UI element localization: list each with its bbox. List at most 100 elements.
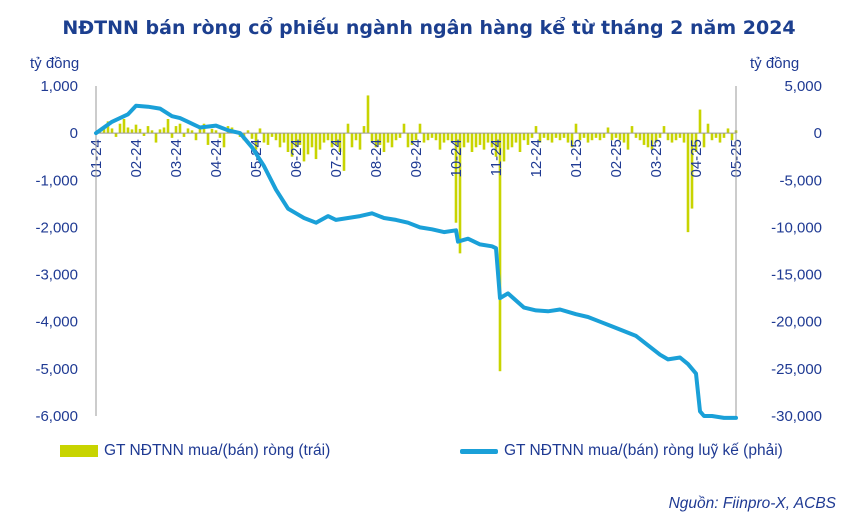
bar	[130, 129, 134, 134]
bar	[166, 119, 170, 134]
bar	[466, 133, 470, 143]
bar	[618, 133, 622, 141]
bar	[446, 133, 450, 141]
right-tick-label: -5,000	[779, 172, 822, 189]
chart-title: NĐTNN bán ròng cổ phiếu ngành ngân hàng …	[62, 17, 796, 39]
bar	[658, 133, 662, 138]
bar	[506, 133, 510, 150]
bar	[430, 133, 434, 138]
bar	[278, 133, 282, 148]
bar	[174, 126, 178, 134]
bar	[486, 133, 490, 143]
bar	[178, 123, 182, 134]
bar	[710, 133, 714, 141]
left-tick-label: 0	[70, 125, 78, 142]
bar	[258, 128, 262, 134]
source-note: Nguồn: Fiinpro-X, ACBS	[668, 495, 836, 512]
bar	[566, 133, 570, 143]
x-tick-label: 11-24	[488, 139, 505, 176]
bar	[462, 133, 466, 148]
x-tick-label: 03-25	[648, 139, 665, 177]
bar	[678, 133, 682, 138]
bar	[594, 133, 598, 138]
legend-item-line: GT NĐTNN mua/(bán) ròng luỹ kế (phải)	[460, 442, 783, 460]
bar	[646, 133, 650, 148]
bar	[150, 130, 154, 134]
bar	[534, 126, 538, 134]
bar	[546, 133, 550, 141]
bar	[426, 133, 430, 141]
bar	[598, 133, 602, 141]
bar	[474, 133, 478, 148]
x-tick-label: 01-25	[568, 139, 585, 177]
bar	[502, 133, 506, 162]
bar	[330, 133, 334, 148]
bar	[218, 133, 222, 138]
right-tick-label: -20,000	[771, 314, 822, 331]
bar	[262, 133, 266, 143]
bar	[170, 133, 174, 138]
right-tick-label: 5,000	[784, 78, 822, 95]
bar	[122, 119, 126, 134]
bar	[406, 133, 410, 148]
bar	[694, 133, 698, 152]
x-tick-label: 12-24	[528, 139, 545, 177]
bar	[674, 133, 678, 141]
bar	[582, 133, 586, 138]
bar	[726, 128, 730, 134]
bar	[358, 133, 362, 150]
bar	[334, 133, 338, 145]
bar	[670, 133, 674, 143]
bar	[134, 124, 138, 134]
left-tick-label: -1,000	[35, 172, 78, 189]
bar	[722, 133, 726, 138]
bar	[310, 133, 314, 148]
bar	[470, 133, 474, 152]
bar	[538, 133, 542, 143]
x-tick-label: 02-24	[128, 139, 145, 177]
bar	[110, 128, 114, 134]
bar	[542, 133, 546, 138]
bar	[182, 133, 186, 137]
bar	[186, 128, 190, 134]
bar	[706, 123, 710, 134]
cumulative-line	[94, 103, 738, 420]
bar	[378, 133, 382, 145]
bar	[666, 133, 670, 141]
x-tick-label: 08-24	[368, 139, 385, 177]
bar	[294, 133, 298, 148]
bar	[198, 127, 202, 134]
x-tick-label: 04-25	[688, 139, 705, 177]
bar	[266, 133, 270, 145]
bar	[602, 133, 606, 138]
right-axis-unit: tỷ đồng	[750, 55, 800, 72]
bar	[438, 133, 442, 150]
bar	[642, 133, 646, 145]
bar	[126, 127, 130, 134]
bar	[586, 133, 590, 143]
bar	[246, 130, 250, 134]
bar	[274, 133, 278, 141]
bar	[154, 133, 158, 143]
x-tick-label: 10-24	[448, 139, 465, 177]
bar	[302, 133, 306, 162]
bar	[450, 133, 454, 143]
bar	[510, 133, 514, 148]
bar	[550, 133, 554, 143]
left-axis-ticks: 1,000 0 -1,000 -2,000 -3,000 -4,000 -5,000 -6,0…	[35, 78, 78, 425]
bar	[574, 123, 578, 134]
bar	[190, 130, 194, 134]
bar	[342, 133, 346, 171]
legend-swatch-line	[460, 448, 498, 454]
bar	[730, 133, 734, 141]
bar	[194, 133, 198, 141]
left-tick-label: -5,000	[35, 361, 78, 378]
bar	[418, 123, 422, 134]
right-tick-label: 0	[814, 125, 822, 142]
bar	[254, 133, 258, 150]
bar	[442, 133, 446, 143]
bar	[114, 133, 118, 137]
right-tick-label: -15,000	[771, 267, 822, 284]
left-tick-label: 1,000	[40, 78, 78, 95]
